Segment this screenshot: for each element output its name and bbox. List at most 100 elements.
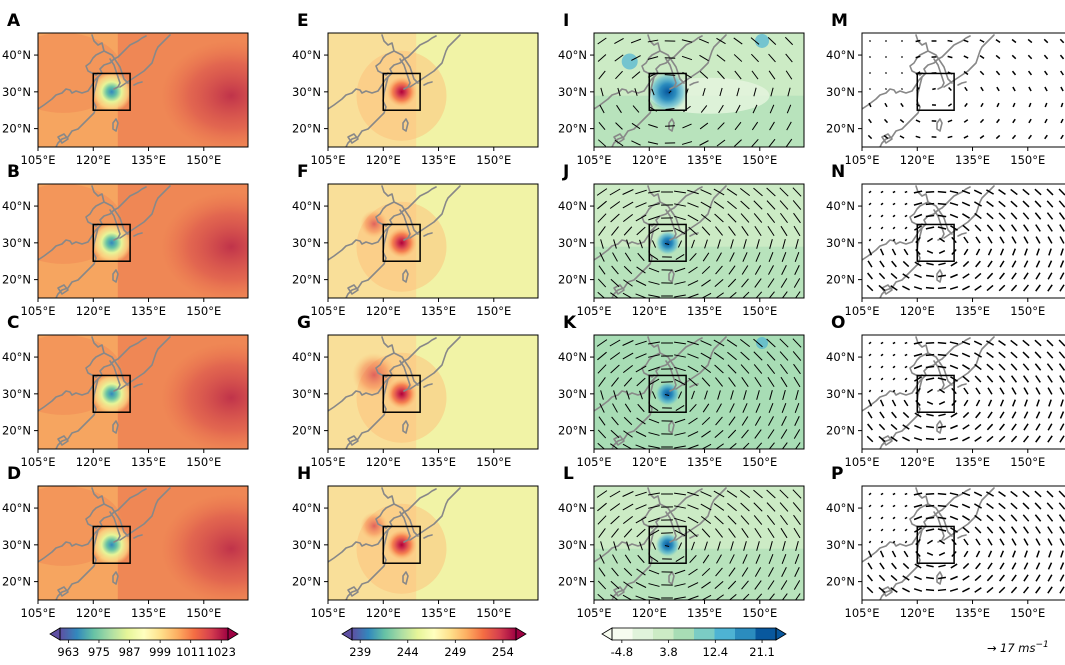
coastline-korea xyxy=(393,352,419,386)
study-area-box-J xyxy=(648,223,687,262)
wind-arrow xyxy=(914,273,922,279)
wind-arrow xyxy=(784,36,794,46)
wind-arrow xyxy=(1035,526,1041,534)
wind-arrow xyxy=(740,351,750,361)
wind-arrow xyxy=(986,435,994,443)
wind-arrow xyxy=(674,190,686,194)
panel-label-L: L xyxy=(563,464,574,484)
lat-tick-label: 30°N xyxy=(558,387,587,401)
wind-arrow xyxy=(664,545,670,547)
wind-arrow xyxy=(1022,188,1030,196)
wind-arrow xyxy=(949,492,959,496)
cyclone-low-A xyxy=(91,71,132,112)
panel-N: N 20°N 30°N 40°N 105°E 120°E 135°E 150°E xyxy=(826,162,1065,318)
wind-arrow xyxy=(741,278,749,288)
wind-arrow xyxy=(1048,248,1052,256)
wind-arrow xyxy=(626,239,630,249)
wind-arrow xyxy=(648,596,660,600)
wind-arrow xyxy=(600,541,604,551)
coastline-korea-south xyxy=(933,58,945,90)
panel-O: O 20°N 30°N 40°N 105°E 120°E 135°E 150°E xyxy=(826,313,1065,469)
coastline-hainan xyxy=(57,435,69,446)
coastline-bohai xyxy=(375,336,395,378)
lat-tick-label: 30°N xyxy=(558,236,587,250)
wind-arrow xyxy=(937,437,947,441)
wind-arrow xyxy=(986,212,994,220)
panel-map-C xyxy=(38,335,248,449)
wind-arrow xyxy=(1022,200,1030,208)
wind-arrow xyxy=(781,416,787,426)
wind-arrow xyxy=(648,505,660,509)
panel-F: F 20°N 30°N 40°N 105°E 120°E 135°E 150°E xyxy=(292,162,539,318)
coastline-korea xyxy=(927,50,953,84)
wind-arrow xyxy=(974,587,982,593)
wind-arrow xyxy=(740,502,750,512)
coastline-korea-south xyxy=(399,511,411,543)
wind-arrow xyxy=(780,225,788,237)
wind-arrow xyxy=(974,423,982,431)
coastline-bohai xyxy=(85,185,105,227)
wind-arrow xyxy=(702,252,710,262)
panel-label-H: H xyxy=(297,464,311,484)
lat-tick-label: 30°N xyxy=(558,538,587,552)
wind-arrow xyxy=(600,239,604,249)
wind-arrow xyxy=(691,390,695,400)
coastline-taiwan xyxy=(668,118,675,132)
coastline-japan xyxy=(675,34,727,88)
wind-arrow xyxy=(962,411,970,419)
lat-tick-label: 40°N xyxy=(292,48,321,62)
wind-arrow xyxy=(868,39,872,43)
wind-arrow xyxy=(925,588,935,592)
wind-arrow xyxy=(999,272,1005,280)
wind-arrow xyxy=(1047,375,1053,383)
wind-arrow xyxy=(781,567,787,577)
lat-tick-label: 30°N xyxy=(826,538,855,552)
lat-tick-label: 20°N xyxy=(2,122,31,136)
wind-arrow xyxy=(1047,574,1053,582)
wind-arrow xyxy=(1046,363,1054,371)
lon-tick-label: 105°E xyxy=(311,304,346,318)
coastline-hainan xyxy=(881,133,893,144)
study-area-box-M xyxy=(916,72,955,111)
wind-arrow xyxy=(754,567,762,577)
wind-arrow xyxy=(702,87,706,97)
lon-tick-label: 120°E xyxy=(366,606,401,620)
wind-arrow xyxy=(766,187,776,197)
diff-lower-field-J xyxy=(594,246,804,298)
wind-arrow xyxy=(635,582,647,588)
colorbar-diff: -4.8 3.8 12.4 21.1 xyxy=(601,627,787,659)
colorbars-layer: 963 975 987 999 1011 1023 239 244 249 254 -4.8 3.8 1… xyxy=(49,627,787,659)
wind-arrow xyxy=(780,580,788,590)
wind-arrow xyxy=(779,502,789,512)
wind-arrow xyxy=(892,492,896,496)
wind-arrow xyxy=(914,424,922,430)
wind-vectors-O xyxy=(866,339,1065,443)
wind-arrow xyxy=(947,103,953,107)
wind-arrow xyxy=(926,552,934,556)
lat-tick-label: 20°N xyxy=(2,575,31,589)
wind-arrow xyxy=(728,416,736,426)
wind-arrow xyxy=(702,403,710,413)
wind-arrow xyxy=(892,341,896,345)
wind-arrow xyxy=(963,550,969,558)
wind-arrow xyxy=(668,90,672,94)
panel-map-M xyxy=(862,33,1065,147)
wind-arrow xyxy=(1010,586,1018,594)
wind-arrow xyxy=(869,88,871,90)
wind-arrow xyxy=(998,514,1006,522)
wind-arrow xyxy=(904,238,908,242)
coastline-japan xyxy=(119,487,171,541)
wind-arrow xyxy=(947,39,953,43)
wind-arrow xyxy=(1058,363,1065,371)
wind-arrow xyxy=(868,377,872,381)
wind-arrow xyxy=(974,574,982,582)
wind-arrow xyxy=(974,503,982,509)
wind-arrow xyxy=(701,416,711,426)
coastline-korea xyxy=(927,201,953,235)
wind-arrow xyxy=(631,140,641,146)
study-area-box-B xyxy=(92,223,131,262)
wind-arrow xyxy=(974,285,982,291)
lon-tick-label: 105°E xyxy=(311,455,346,469)
lat-tick-label: 40°N xyxy=(2,501,31,515)
lat-tick-label: 20°N xyxy=(558,122,587,136)
